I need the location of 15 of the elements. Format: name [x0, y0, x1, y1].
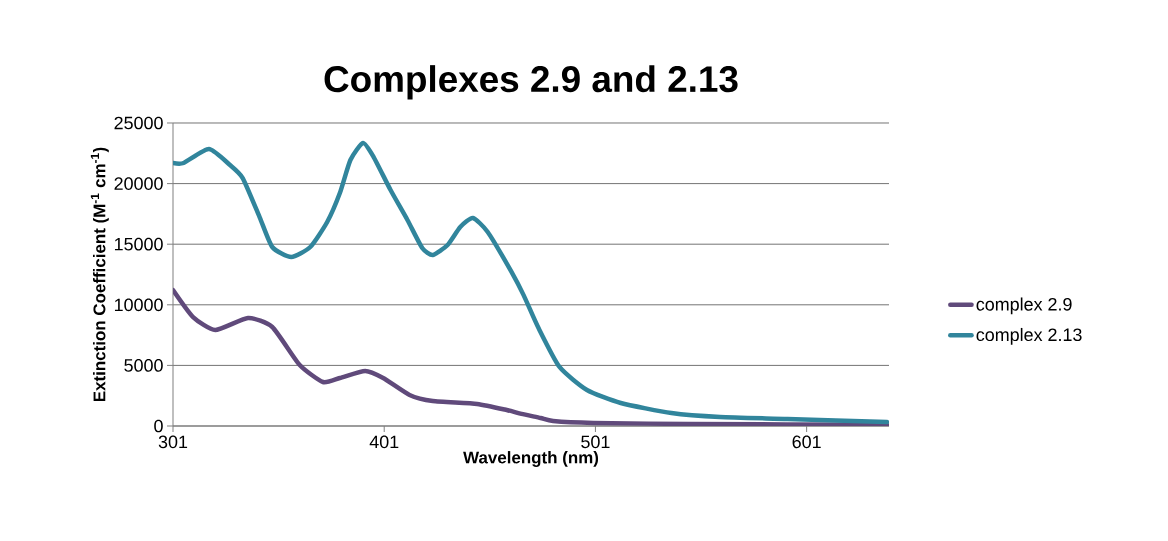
y-tick-label: 25000 — [114, 116, 163, 130]
legend-label: complex 2.9 — [976, 297, 1072, 315]
chart-title: Complexes 2.9 and 2.13 — [324, 65, 738, 100]
y-tick-label: 5000 — [124, 359, 163, 372]
y-axis-title: Extinction Coefficient (M$^{-1}$ cm$^{-1}$) — [90, 147, 109, 402]
y-tick-label: 20000 — [114, 177, 163, 190]
y-tick-label: 15000 — [114, 237, 163, 251]
x-tick-label: 401 — [369, 435, 399, 449]
x-tick-label: 501 — [581, 435, 610, 449]
x-tick-label: 601 — [792, 435, 821, 449]
legend-label: complex 2.13 — [976, 327, 1082, 345]
y-tick-label: 0 — [154, 419, 163, 433]
y-tick-label: 10000 — [114, 298, 163, 312]
x-tick-label: 301 — [158, 435, 188, 449]
x-axis-title: Wavelength (nm) — [463, 451, 599, 467]
